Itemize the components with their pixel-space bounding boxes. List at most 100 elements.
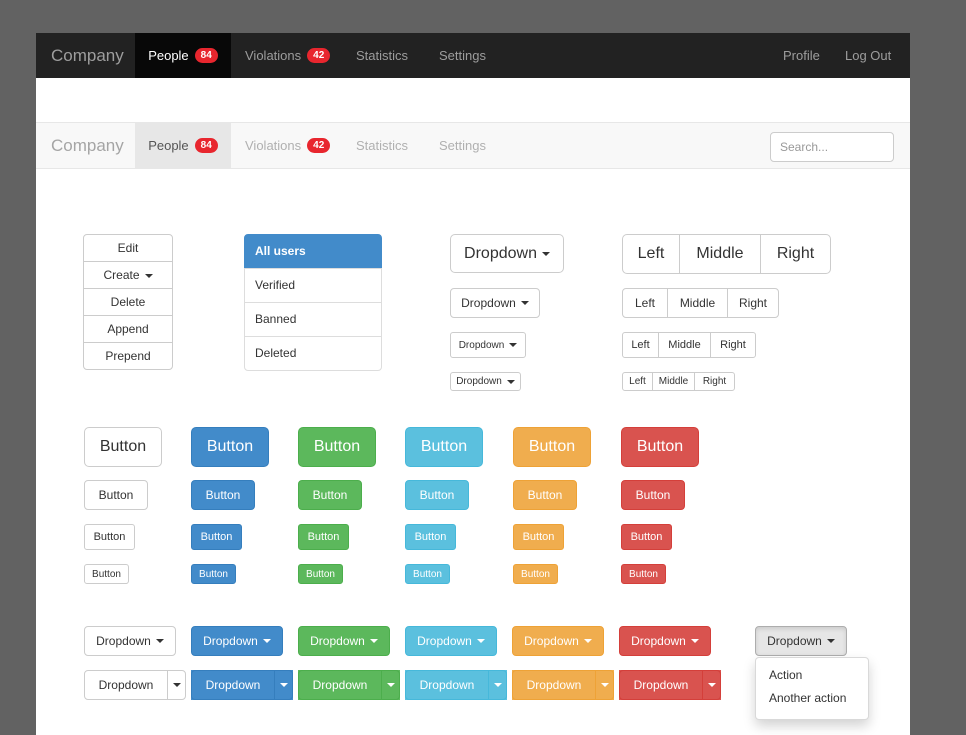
split-main-button[interactable]: Dropdown: [298, 670, 382, 700]
nav-item-logout[interactable]: Log Out: [845, 48, 892, 63]
primary-dropdown-button[interactable]: Dropdown: [191, 626, 283, 656]
primary-button-lg[interactable]: Button: [191, 427, 269, 467]
left-segment[interactable]: Left: [622, 288, 668, 318]
default-button-md[interactable]: Button: [84, 480, 148, 510]
split-toggle-button[interactable]: [702, 670, 721, 700]
split-main-button[interactable]: Dropdown: [84, 670, 168, 700]
primary-button-md[interactable]: Button: [191, 480, 255, 510]
split-main-button[interactable]: Dropdown: [619, 670, 703, 700]
open-dropdown-button[interactable]: Dropdown: [755, 626, 847, 656]
nav-item-people[interactable]: People 84: [135, 33, 231, 78]
nav-item-settings[interactable]: Settings: [439, 48, 486, 63]
nav-item-statistics[interactable]: Statistics: [356, 138, 409, 153]
middle-segment[interactable]: Middle: [667, 288, 728, 318]
danger-button-sm[interactable]: Button: [621, 524, 672, 550]
people-count-badge: 84: [194, 138, 218, 153]
right-segment[interactable]: Right: [727, 288, 779, 318]
create-dropdown-button[interactable]: Create: [83, 261, 173, 289]
warning-button-sm[interactable]: Button: [513, 524, 564, 550]
danger-button-md[interactable]: Button: [621, 480, 685, 510]
list-item-deleted[interactable]: Deleted: [244, 336, 382, 371]
right-segment[interactable]: Right: [760, 234, 831, 274]
split-main-button[interactable]: Dropdown: [512, 670, 596, 700]
nav-item-people[interactable]: People 84: [135, 123, 231, 168]
dropdown-label: Dropdown: [456, 376, 502, 387]
middle-segment[interactable]: Middle: [652, 372, 695, 391]
navbar-light: Company People 84 Violations 42 Statisti…: [36, 122, 910, 169]
split-toggle-button[interactable]: [488, 670, 507, 700]
caret-down-icon: [493, 683, 502, 687]
dropdown-label: Dropdown: [310, 634, 365, 648]
dropdown-label: Dropdown: [203, 634, 258, 648]
append-button[interactable]: Append: [83, 315, 173, 343]
dropdown-button-lg[interactable]: Dropdown: [450, 234, 564, 273]
split-toggle-button[interactable]: [167, 670, 186, 700]
delete-button[interactable]: Delete: [83, 288, 173, 316]
menu-item-action[interactable]: Action: [769, 668, 803, 682]
caret-down-icon: [369, 639, 378, 643]
dropdown-button-sm[interactable]: Dropdown: [450, 332, 526, 358]
default-button-xs[interactable]: Button: [84, 564, 129, 584]
success-button-md[interactable]: Button: [298, 480, 362, 510]
warning-button-xs[interactable]: Button: [513, 564, 558, 584]
caret-down-icon: [509, 343, 518, 347]
right-segment[interactable]: Right: [694, 372, 735, 391]
dropdown-button-md[interactable]: Dropdown: [450, 288, 540, 318]
warning-button-lg[interactable]: Button: [513, 427, 591, 467]
danger-button-xs[interactable]: Button: [621, 564, 666, 584]
primary-button-sm[interactable]: Button: [191, 524, 242, 550]
caret-down-icon: [690, 639, 699, 643]
search-input[interactable]: [770, 132, 894, 162]
info-dropdown-button[interactable]: Dropdown: [405, 626, 497, 656]
default-button-lg[interactable]: Button: [84, 427, 162, 467]
split-main-button[interactable]: Dropdown: [191, 670, 275, 700]
list-item-verified[interactable]: Verified: [244, 268, 382, 303]
nav-item-violations[interactable]: Violations 42: [245, 33, 331, 78]
caret-down-icon: [583, 639, 592, 643]
list-item-all-users[interactable]: All users: [244, 234, 382, 269]
success-dropdown-button[interactable]: Dropdown: [298, 626, 390, 656]
list-item-banned[interactable]: Banned: [244, 302, 382, 337]
navbar-brand[interactable]: Company: [51, 136, 124, 155]
left-segment[interactable]: Left: [622, 332, 659, 358]
nav-item-violations[interactable]: Violations 42: [245, 123, 331, 168]
split-toggle-button[interactable]: [381, 670, 400, 700]
right-segment[interactable]: Right: [710, 332, 756, 358]
warning-dropdown-button[interactable]: Dropdown: [512, 626, 604, 656]
info-button-md[interactable]: Button: [405, 480, 469, 510]
middle-segment[interactable]: Middle: [658, 332, 711, 358]
danger-button-lg[interactable]: Button: [621, 427, 699, 467]
info-button-xs[interactable]: Button: [405, 564, 450, 584]
success-button-lg[interactable]: Button: [298, 427, 376, 467]
dropdown-label: Dropdown: [767, 634, 822, 648]
primary-button-xs[interactable]: Button: [191, 564, 236, 584]
nav-item-label: Violations: [245, 138, 302, 153]
warning-button-md[interactable]: Button: [513, 480, 577, 510]
menu-item-another-action[interactable]: Another action: [769, 691, 847, 705]
split-toggle-button[interactable]: [274, 670, 293, 700]
dropdown-button-xs[interactable]: Dropdown: [450, 372, 521, 391]
default-button-sm[interactable]: Button: [84, 524, 135, 550]
info-button-sm[interactable]: Button: [405, 524, 456, 550]
nav-item-statistics[interactable]: Statistics: [356, 48, 409, 63]
split-toggle-button[interactable]: [595, 670, 614, 700]
left-segment[interactable]: Left: [622, 234, 680, 274]
dropdown-label: Dropdown: [461, 296, 516, 310]
nav-item-settings[interactable]: Settings: [439, 138, 486, 153]
success-button-xs[interactable]: Button: [298, 564, 343, 584]
prepend-button[interactable]: Prepend: [83, 342, 173, 370]
success-button-sm[interactable]: Button: [298, 524, 349, 550]
split-main-button[interactable]: Dropdown: [405, 670, 489, 700]
navbar-brand[interactable]: Company: [51, 46, 124, 65]
default-dropdown-button[interactable]: Dropdown: [84, 626, 176, 656]
nav-item-profile[interactable]: Profile: [783, 48, 820, 63]
middle-segment[interactable]: Middle: [679, 234, 761, 274]
info-button-lg[interactable]: Button: [405, 427, 483, 467]
dropdown-label: Dropdown: [524, 634, 579, 648]
edit-button[interactable]: Edit: [83, 234, 173, 262]
left-segment[interactable]: Left: [622, 372, 653, 391]
dropdown-label: Dropdown: [96, 634, 151, 648]
segmented-group-xs: Left Middle Right: [622, 372, 735, 391]
violations-count-badge: 42: [307, 48, 331, 63]
danger-dropdown-button[interactable]: Dropdown: [619, 626, 711, 656]
